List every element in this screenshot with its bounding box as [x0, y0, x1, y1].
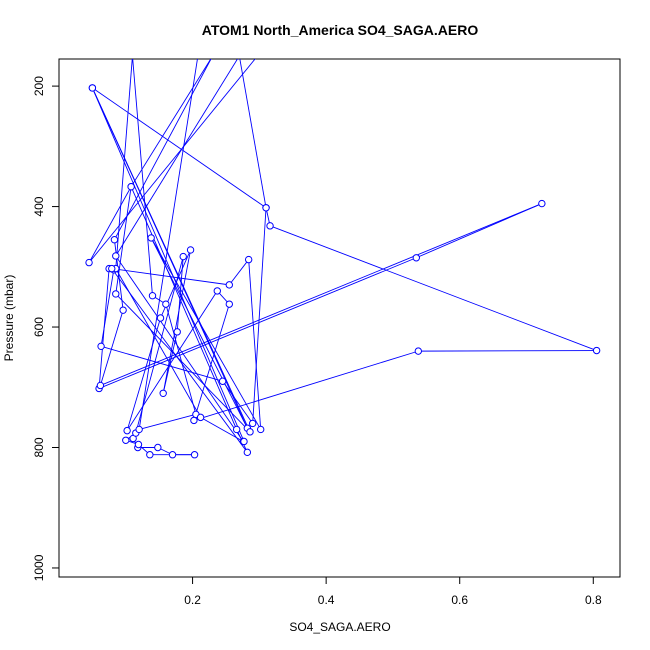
series-segment: [91, 87, 251, 433]
series-segment: [98, 257, 417, 389]
series-segment: [162, 249, 192, 394]
series-segment: [252, 207, 267, 424]
data-point: [168, 451, 177, 459]
x-axis-label: SO4_SAGA.AERO: [289, 620, 390, 634]
series-segment: [88, 59, 256, 263]
y-axis: 200 400 600 800 1000: [32, 76, 60, 581]
data-point: [108, 264, 116, 273]
series-segment: [150, 237, 262, 430]
series-segment: [165, 304, 197, 415]
data-point: [246, 428, 254, 436]
data-point: [232, 425, 241, 434]
data-point: [156, 314, 165, 322]
data-point: [146, 451, 154, 459]
data-point: [225, 281, 234, 289]
series-segment: [139, 413, 197, 430]
data-point: [225, 300, 234, 308]
y-tick-label: 200: [32, 76, 46, 96]
series-segment: [228, 259, 250, 286]
series-segment: [130, 186, 238, 430]
series-segment: [114, 59, 212, 240]
data-point: [243, 448, 252, 457]
data-point: [186, 246, 195, 254]
series-segment: [99, 310, 124, 386]
data-point: [414, 347, 423, 355]
data-point: [173, 328, 181, 336]
series-layer: [85, 59, 601, 459]
x-tick-label: 0.4: [318, 593, 335, 607]
data-point: [112, 252, 120, 260]
data-point: [112, 290, 120, 298]
data-point: [159, 389, 167, 397]
data-point: [123, 426, 131, 435]
series-segment: [132, 59, 153, 296]
data-point: [162, 300, 170, 308]
data-point: [240, 437, 248, 446]
series-segment: [92, 87, 267, 209]
y-axis-label: Pressure (mbar): [2, 275, 16, 362]
chart-title: ATOM1 North_America SO4_SAGA.AERO: [202, 22, 479, 38]
data-point: [190, 416, 198, 425]
data-point: [179, 252, 187, 261]
data-point: [97, 342, 105, 351]
data-point: [134, 440, 143, 449]
data-point: [110, 235, 119, 244]
data-point: [127, 182, 135, 191]
data-point: [412, 254, 421, 262]
series-segment: [115, 59, 238, 257]
data-point: [218, 377, 227, 385]
x-tick-label: 0.6: [451, 593, 468, 607]
series-segment: [269, 225, 597, 351]
series-segment: [115, 293, 251, 433]
data-point: [96, 381, 105, 390]
y-tick-label: 600: [32, 317, 46, 337]
data-point: [592, 346, 601, 355]
data-point: [244, 255, 253, 264]
data-point: [147, 234, 155, 242]
series-segment: [100, 269, 115, 347]
data-point: [262, 204, 270, 212]
x-tick-label: 0.8: [585, 593, 602, 607]
series-segment: [126, 290, 218, 431]
data-point: [196, 413, 205, 422]
y-tick-label: 800: [32, 437, 46, 457]
data-point: [248, 419, 257, 428]
data-point: [148, 292, 157, 300]
y-tick-label: 400: [32, 196, 46, 216]
series-segment: [248, 259, 262, 430]
series-segment: [91, 87, 245, 442]
data-point: [190, 451, 199, 459]
data-point: [213, 287, 221, 295]
series-segment: [115, 186, 132, 294]
series-segment: [193, 304, 230, 421]
data-point: [122, 436, 130, 444]
series-segment: [138, 59, 198, 430]
series-segment: [193, 350, 419, 421]
series-segment: [100, 345, 223, 382]
data-point: [119, 306, 127, 314]
series-segment: [98, 268, 110, 389]
series-segment: [418, 350, 597, 352]
series-0: [85, 59, 601, 459]
data-point: [256, 425, 265, 434]
series-segment: [239, 59, 267, 208]
series-segment: [100, 203, 543, 386]
x-axis: 0.2 0.4 0.6 0.8: [184, 576, 602, 607]
data-point: [266, 222, 274, 230]
series-segment: [130, 59, 212, 187]
y-tick-label: 1000: [32, 554, 46, 581]
data-point: [154, 443, 162, 452]
x-tick-label: 0.2: [184, 593, 201, 607]
data-point: [538, 199, 546, 208]
series-segment: [115, 255, 244, 442]
data-point: [88, 84, 97, 92]
series-segment: [111, 268, 248, 453]
data-point: [85, 258, 93, 267]
series-segment: [88, 186, 132, 263]
data-point: [135, 425, 143, 434]
